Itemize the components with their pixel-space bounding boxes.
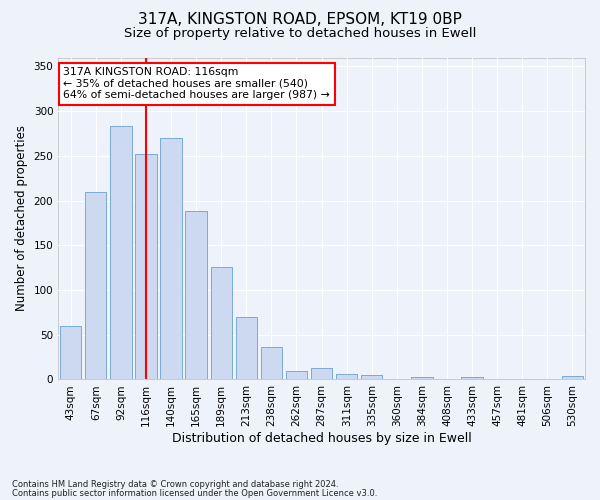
Bar (286, 370, 307, 380)
X-axis label: Distribution of detached houses by size in Ewell: Distribution of detached houses by size … (172, 432, 472, 445)
Bar (311, 368, 332, 380)
Text: Contains HM Land Registry data © Crown copyright and database right 2024.: Contains HM Land Registry data © Crown c… (12, 480, 338, 489)
Bar (562, 376, 583, 380)
Bar (136, 154, 157, 380)
Text: 317A KINGSTON ROAD: 116sqm
← 35% of detached houses are smaller (540)
64% of sem: 317A KINGSTON ROAD: 116sqm ← 35% of deta… (64, 67, 330, 100)
Bar (185, 212, 207, 380)
Bar (211, 267, 232, 380)
Y-axis label: Number of detached properties: Number of detached properties (15, 126, 28, 312)
Text: Size of property relative to detached houses in Ewell: Size of property relative to detached ho… (124, 28, 476, 40)
Bar (261, 348, 282, 380)
Text: 317A, KINGSTON ROAD, EPSOM, KT19 0BP: 317A, KINGSTON ROAD, EPSOM, KT19 0BP (138, 12, 462, 28)
Bar (361, 375, 382, 380)
Bar (411, 377, 433, 380)
Bar (461, 377, 483, 380)
Text: Contains public sector information licensed under the Open Government Licence v3: Contains public sector information licen… (12, 490, 377, 498)
Bar (336, 374, 358, 380)
Bar (110, 126, 131, 380)
Bar (236, 317, 257, 380)
Bar (60, 326, 82, 380)
Bar (160, 138, 182, 380)
Bar (512, 378, 533, 380)
Bar (85, 192, 106, 380)
